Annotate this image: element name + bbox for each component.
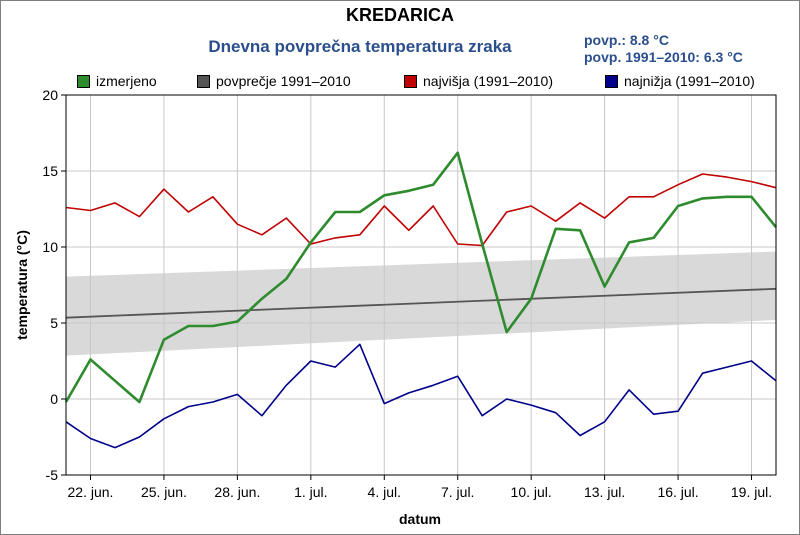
legend-label: najvišja (1991–2010) (423, 73, 553, 89)
measured-average-annotation: povp.: 8.8 °C (584, 32, 669, 48)
x-axis-label: datum (399, 511, 441, 527)
y-tick-label: 5 (50, 315, 58, 331)
x-tick-label: 19. jul. (731, 484, 772, 500)
plot-border (65, 94, 777, 476)
legend-item-highest[interactable]: najvišja (1991–2010) (404, 72, 553, 90)
legend-item-measured[interactable]: izmerjeno (77, 72, 157, 90)
series-layer (64, 151, 778, 449)
lowest-1991-2010-line (65, 343, 777, 449)
legend-swatch (197, 74, 210, 88)
measured-temperature-line (64, 151, 778, 404)
legend-swatch (77, 74, 90, 88)
x-tick-label: 7. jul. (441, 484, 474, 500)
y-tick-label: 10 (42, 239, 58, 255)
y-tick-label: 0 (50, 391, 58, 407)
x-tick-label: 28. jun. (214, 484, 260, 500)
x-tick-label: 4. jul. (368, 484, 401, 500)
legend-swatch (605, 74, 618, 88)
y-tick-label: -5 (46, 467, 59, 483)
legend-item-lowest[interactable]: najnižja (1991–2010) (605, 72, 755, 90)
legend-item-average[interactable]: povprečje 1991–2010 (197, 72, 351, 90)
legend-label: povprečje 1991–2010 (216, 73, 351, 89)
highest-1991-2010-line (65, 173, 777, 247)
x-tick-label: 10. jul. (511, 484, 552, 500)
legend-label: najnižja (1991–2010) (624, 73, 755, 89)
average-1991-2010-line (65, 287, 777, 319)
climate-average-annotation: povp. 1991–2010: 6.3 °C (584, 49, 743, 65)
x-tick-label: 16. jul. (657, 484, 698, 500)
y-axis-label: temperatura (°C) (14, 230, 30, 340)
x-tick-label: 22. jun. (68, 484, 114, 500)
x-tick-label: 1. jul. (294, 484, 327, 500)
legend-swatch (404, 74, 417, 88)
x-tick-label: 25. jun. (141, 484, 187, 500)
y-tick-label: 20 (42, 87, 58, 103)
chart-title: KREDARICA (346, 5, 454, 25)
legend-label: izmerjeno (96, 73, 157, 89)
chart-subtitle: Dnevna povprečna temperatura zraka (208, 37, 512, 56)
x-tick-label: 13. jul. (584, 484, 625, 500)
axis-layer: -5 0 5 10 15 20 22. jun. 25. jun. 28. jun. 1. jul… (42, 87, 777, 500)
y-tick-label: 15 (42, 163, 58, 179)
